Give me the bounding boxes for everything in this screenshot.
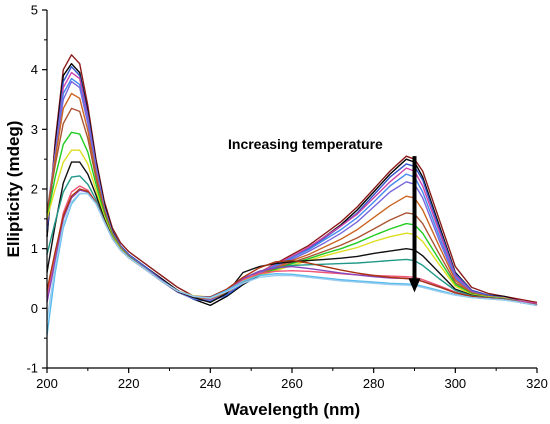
series-line-9: [46, 131, 538, 306]
x-tick-label: 260: [281, 376, 303, 391]
y-tick-label: 5: [31, 3, 38, 18]
series-line-4: [46, 71, 538, 305]
y-tick-label: 4: [31, 62, 38, 77]
series-line-11: [46, 161, 538, 306]
series-line-7: [46, 92, 538, 306]
axes: 200 220 240 260 280 300 320 -1 0 1 2 3 4 5: [26, 3, 547, 392]
series-line-17: [46, 192, 538, 321]
y-tick-label: 0: [31, 301, 38, 316]
y-axis-title: Ellipticity (mdeg): [4, 121, 23, 258]
x-tick-label: 240: [199, 376, 221, 391]
y-tick-label: 2: [31, 182, 38, 197]
x-tick-label: 300: [444, 376, 466, 391]
y-tick-label: -1: [26, 361, 38, 376]
x-tick-label: 320: [526, 376, 548, 391]
annotation-label: Increasing temperature: [228, 136, 383, 152]
y-tick-label: 1: [31, 241, 38, 256]
temperature-annotation: Increasing temperature: [228, 136, 421, 293]
y-tick-label: 3: [31, 122, 38, 137]
x-tick-label: 200: [36, 376, 58, 391]
series-line-3: [46, 66, 538, 307]
x-tick-label: 280: [363, 376, 385, 391]
spectra-lines: [46, 54, 538, 336]
x-axis-title: Wavelength (nm): [224, 400, 360, 419]
series-line-2: [46, 63, 538, 307]
temperature-arrow-head: [408, 278, 421, 293]
x-tick-label: 220: [118, 376, 140, 391]
